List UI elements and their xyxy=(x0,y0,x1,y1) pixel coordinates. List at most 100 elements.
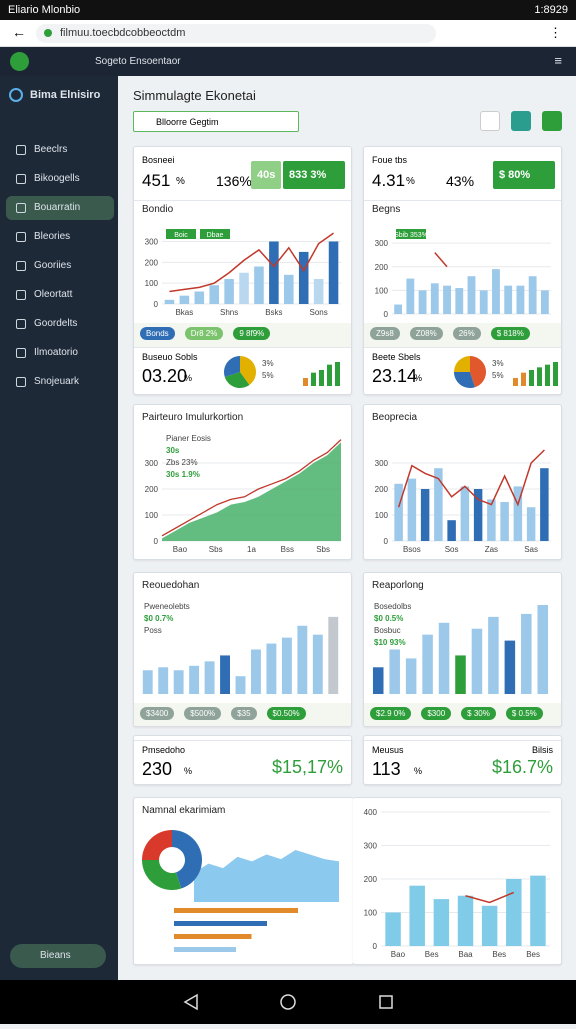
nav-item[interactable]: Snojeuark xyxy=(6,370,114,394)
menu-button[interactable]: ⋮ xyxy=(549,25,562,40)
x-tick-label: Sos xyxy=(445,545,459,554)
chart-title: Pairteuro Imulurkortion xyxy=(142,412,244,423)
line xyxy=(465,891,515,904)
chart: 0 100 200 300 Bao Sbs 1a Bss Sbs Pianer Eosis 30s Z… xyxy=(145,434,342,554)
y-tick-label: 200 xyxy=(145,485,159,494)
pie-label: 5% xyxy=(492,371,504,380)
nav-item[interactable]: Bouarratin xyxy=(6,196,114,220)
summary-unit: % xyxy=(184,766,193,776)
app-logo[interactable] xyxy=(10,52,29,71)
card: 0 100 200 300 400 Bao Bes Baa Bes Bes xyxy=(353,797,562,965)
nav-item[interactable]: Beeclrs xyxy=(6,138,114,162)
back-button[interactable]: ← xyxy=(12,24,26,40)
pill[interactable]: Bonds xyxy=(140,327,175,340)
bar xyxy=(467,276,476,314)
mini-bar xyxy=(327,364,332,386)
pill[interactable]: 9 8f9% xyxy=(233,327,271,340)
chart-block: Namnal ekarimiam xyxy=(134,802,354,964)
h-bar xyxy=(174,908,298,913)
chart: 0 100 200 300 Bkas Shns Bsks Sons Boic Dbae xyxy=(145,229,341,317)
bar xyxy=(506,879,522,946)
pill[interactable]: $35 xyxy=(231,707,257,720)
bar xyxy=(385,912,401,946)
url-field[interactable]: filmuu.toecbdcobbeoctdm xyxy=(36,24,436,43)
nav-recent[interactable] xyxy=(379,995,393,1009)
bar xyxy=(471,628,483,694)
x-tick-label: Sbs xyxy=(316,545,330,554)
summary-value: 113 xyxy=(372,759,401,779)
browser-bar: ← filmuu.toecbdcobbeoctdm ⋮ xyxy=(0,20,576,47)
bar xyxy=(438,622,450,694)
bar xyxy=(500,502,509,541)
pie-slice xyxy=(224,372,250,388)
y-tick-label: 0 xyxy=(384,537,389,546)
nav-item[interactable]: Bikoogells xyxy=(6,167,114,191)
card: Foue tbs 4.31% 43% $ 80% Begns 0 100 200 300 Sbib… xyxy=(363,146,562,395)
pill[interactable]: $300 xyxy=(421,707,452,720)
mini-bar xyxy=(529,370,534,386)
nav-item[interactable]: Ilmoatorio xyxy=(6,341,114,365)
tool-button[interactable] xyxy=(542,111,562,131)
kpi-unit: % xyxy=(406,176,415,187)
sidebar-button[interactable]: Bieans xyxy=(10,944,106,968)
nav-item[interactable]: Bleories xyxy=(6,225,114,249)
pill[interactable]: $ 0.5% xyxy=(505,707,543,720)
x-tick-label: Bes xyxy=(492,950,506,959)
pill[interactable]: $500% xyxy=(184,707,222,720)
nav-back[interactable] xyxy=(183,993,198,1011)
nav-item[interactable]: Goordelts xyxy=(6,312,114,336)
sidebar-button-label: Bieans xyxy=(40,950,71,961)
tool-button[interactable] xyxy=(480,111,500,131)
tag xyxy=(396,229,426,239)
nav-icon xyxy=(16,232,26,242)
pill[interactable]: $0.50% xyxy=(266,707,306,720)
mini-bar xyxy=(537,367,542,386)
bar xyxy=(204,661,215,694)
bar xyxy=(224,279,234,304)
bar xyxy=(504,640,516,694)
tool-button[interactable] xyxy=(511,111,531,131)
chart-title: Reaporlong xyxy=(372,580,424,591)
bar xyxy=(372,667,384,694)
pill[interactable]: Z9s8 xyxy=(370,327,400,340)
mini-bar xyxy=(335,362,340,386)
kpi-change: 136% xyxy=(216,173,252,189)
mini-bar xyxy=(513,378,518,386)
pill[interactable]: $3400 xyxy=(140,707,175,720)
app-header: Sogeto Ensoentaor ≡ xyxy=(0,47,576,76)
y-tick-label: 0 xyxy=(154,300,159,309)
x-tick-label: Sbs xyxy=(209,545,223,554)
nav-label: Bouarratin xyxy=(34,202,81,213)
nav-item[interactable]: Oleortatt xyxy=(6,283,114,307)
search-field[interactable]: Blloorre Gegtim xyxy=(133,111,299,132)
x-tick-label: Sons xyxy=(310,308,328,317)
nav-home[interactable] xyxy=(280,994,296,1010)
pill[interactable]: $ 818% xyxy=(490,327,530,340)
pill[interactable]: Dr8 2% xyxy=(184,327,224,340)
pills: $2.9 0% $300 $ 30% $ 0.5% xyxy=(364,703,561,726)
y-tick-label: 200 xyxy=(375,485,389,494)
y-tick-label: 200 xyxy=(145,258,159,267)
chart-block: Begns 0 100 200 300 Sbib 353% xyxy=(364,201,561,323)
pill[interactable]: $ 30% xyxy=(461,707,496,720)
bar xyxy=(235,676,246,694)
header-menu[interactable]: ≡ xyxy=(554,53,562,68)
nav-label: Goordelts xyxy=(34,318,78,329)
bar xyxy=(297,625,308,694)
tag-label: Dbae xyxy=(207,232,224,239)
summary-value: 230 xyxy=(142,759,173,779)
pill[interactable]: $2.9 0% xyxy=(370,707,412,720)
summary-label: Meusus xyxy=(372,745,404,755)
nav-item[interactable]: Gooriies xyxy=(6,254,114,278)
bar xyxy=(455,655,466,694)
summary-unit: % xyxy=(414,766,423,776)
sidebar: Bima Elnisiro Bieans Beeclrs Bikoogells Bo… xyxy=(0,76,118,980)
pills: $3400 $500% $35 $0.50% xyxy=(134,703,351,726)
breadcrumb[interactable]: Sogeto Ensoentaor xyxy=(95,56,181,67)
card: Reaporlong Bosedolbs $0 0.5% Bosbuc $10 93% $… xyxy=(363,572,562,727)
summary-unit: % xyxy=(184,373,193,383)
pill[interactable]: Z08% xyxy=(409,327,443,340)
kpi: Foue tbs 4.31% 43% $ 80% xyxy=(364,151,561,201)
page-title: Simmulagte Ekonetai xyxy=(133,88,256,103)
pill[interactable]: 26% xyxy=(452,327,481,340)
